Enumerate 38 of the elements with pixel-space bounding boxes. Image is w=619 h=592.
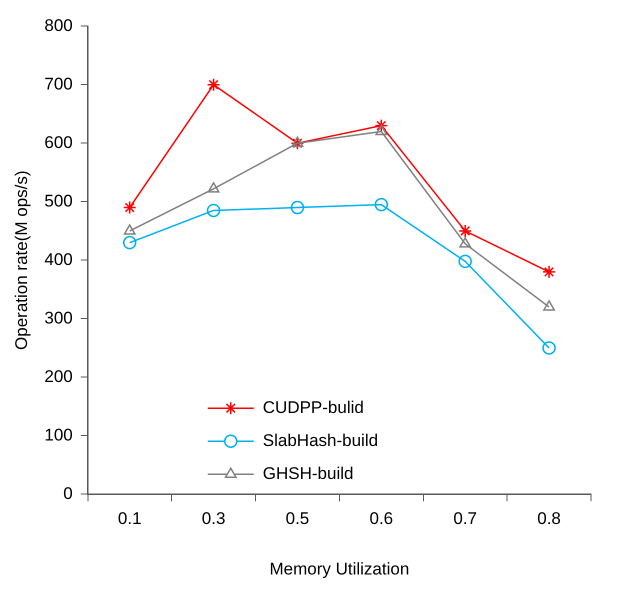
y-tick-label: 100 — [44, 425, 73, 444]
point — [290, 136, 304, 150]
x-tick-label: 0.7 — [453, 509, 478, 528]
x-tick-label: 0.8 — [537, 509, 561, 528]
y-tick-label: 200 — [44, 366, 73, 386]
point — [542, 341, 556, 355]
point — [458, 254, 472, 268]
y-axis-title: Operation rate(M ops/s) — [12, 170, 31, 350]
point — [375, 124, 388, 136]
point — [292, 136, 304, 147]
y-tick-label: 500 — [44, 191, 73, 210]
point — [374, 198, 388, 212]
y-tick-label: 800 — [44, 16, 73, 35]
point — [543, 300, 556, 311]
x-tick-label: 0.3 — [202, 509, 226, 528]
y-tick-label: 0 — [63, 484, 73, 503]
point — [206, 78, 220, 92]
x-tick-label: 0.1 — [118, 509, 142, 528]
point — [458, 224, 472, 238]
y-tick-label: 300 — [44, 308, 73, 328]
point — [206, 204, 220, 218]
x-tick-label: 0.6 — [370, 509, 394, 528]
legend-label: SlabHash-build — [262, 430, 378, 450]
point — [208, 182, 220, 193]
x-axis-title: Memory Utilization — [269, 559, 410, 578]
y-tick-label: 700 — [44, 74, 73, 94]
point — [542, 265, 556, 279]
x-tick-label: 0.5 — [286, 509, 310, 528]
y-tick-label: 400 — [44, 250, 73, 269]
legend-label: CUDPP-bulid — [262, 398, 364, 417]
point — [374, 118, 388, 132]
legend-label: GHSH-build — [262, 464, 354, 483]
point — [124, 224, 136, 235]
y-tick-label: 600 — [44, 132, 73, 152]
point — [122, 236, 136, 250]
point — [290, 200, 304, 214]
point — [122, 200, 136, 214]
point — [459, 237, 472, 248]
